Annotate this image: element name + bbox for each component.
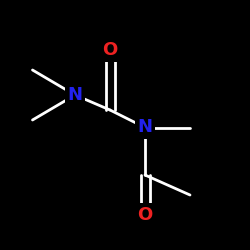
Text: O: O [138, 206, 152, 224]
Text: O: O [102, 41, 118, 59]
Text: N: N [68, 86, 82, 104]
Text: N: N [138, 118, 152, 136]
